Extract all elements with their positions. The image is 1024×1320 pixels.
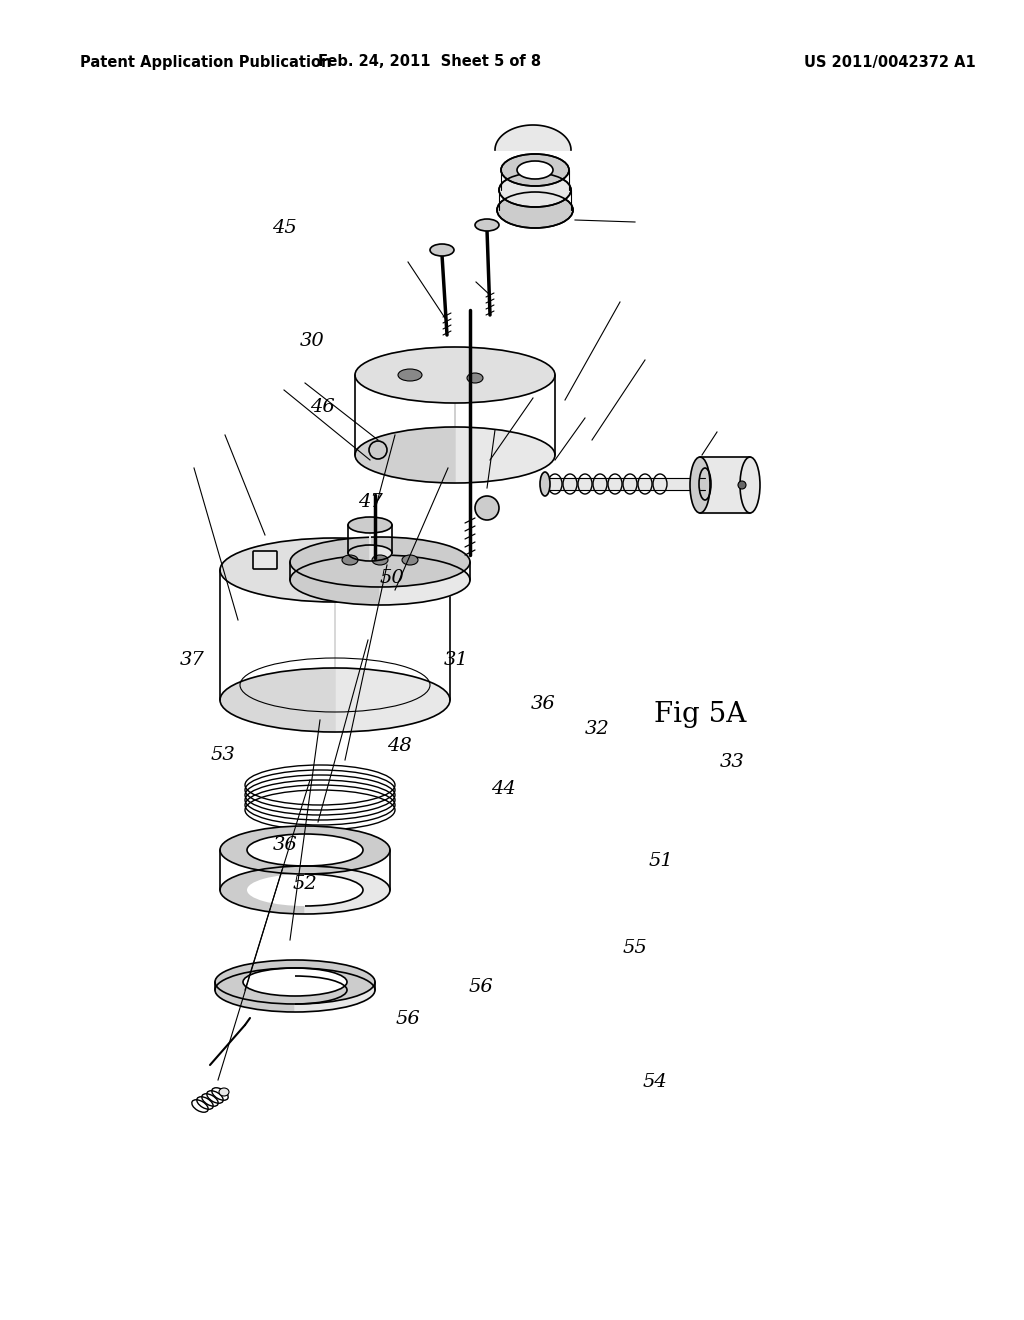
Ellipse shape bbox=[402, 554, 418, 565]
Ellipse shape bbox=[501, 154, 569, 186]
Text: 33: 33 bbox=[720, 752, 744, 771]
Ellipse shape bbox=[499, 173, 571, 207]
Ellipse shape bbox=[430, 244, 454, 256]
Polygon shape bbox=[355, 347, 455, 483]
Polygon shape bbox=[305, 826, 390, 913]
Ellipse shape bbox=[290, 554, 470, 605]
Ellipse shape bbox=[738, 480, 746, 488]
Ellipse shape bbox=[215, 968, 375, 1012]
Text: 50: 50 bbox=[380, 569, 404, 587]
Ellipse shape bbox=[220, 539, 450, 602]
Text: 51: 51 bbox=[648, 851, 673, 870]
Text: 46: 46 bbox=[310, 397, 335, 416]
Polygon shape bbox=[495, 125, 571, 150]
Text: Fig 5A: Fig 5A bbox=[653, 701, 746, 729]
Ellipse shape bbox=[243, 975, 347, 1005]
Polygon shape bbox=[370, 517, 392, 561]
Text: 44: 44 bbox=[492, 780, 516, 799]
Ellipse shape bbox=[467, 374, 483, 383]
Text: 45: 45 bbox=[272, 219, 297, 238]
Text: 55: 55 bbox=[623, 939, 647, 957]
Ellipse shape bbox=[699, 469, 711, 500]
Ellipse shape bbox=[690, 457, 710, 513]
Polygon shape bbox=[295, 960, 375, 1012]
Ellipse shape bbox=[290, 537, 470, 587]
Text: 36: 36 bbox=[530, 694, 555, 713]
Ellipse shape bbox=[740, 457, 760, 513]
Ellipse shape bbox=[355, 426, 555, 483]
Polygon shape bbox=[545, 478, 700, 490]
Ellipse shape bbox=[348, 545, 392, 561]
Ellipse shape bbox=[220, 668, 450, 733]
Text: 47: 47 bbox=[358, 492, 383, 511]
Ellipse shape bbox=[540, 473, 550, 496]
Circle shape bbox=[475, 496, 499, 520]
Ellipse shape bbox=[355, 347, 555, 403]
Circle shape bbox=[369, 441, 387, 459]
Text: 56: 56 bbox=[469, 978, 494, 997]
Text: 52: 52 bbox=[293, 875, 317, 894]
Polygon shape bbox=[335, 539, 450, 733]
Text: US 2011/0042372 A1: US 2011/0042372 A1 bbox=[804, 54, 976, 70]
Text: 31: 31 bbox=[443, 651, 468, 669]
Text: 53: 53 bbox=[211, 746, 236, 764]
Polygon shape bbox=[700, 457, 750, 513]
Ellipse shape bbox=[220, 826, 390, 874]
Text: 30: 30 bbox=[300, 331, 325, 350]
Text: 48: 48 bbox=[387, 737, 412, 755]
Text: 32: 32 bbox=[585, 719, 609, 738]
Ellipse shape bbox=[219, 1088, 229, 1096]
Ellipse shape bbox=[475, 219, 499, 231]
Text: 36: 36 bbox=[272, 836, 297, 854]
Ellipse shape bbox=[372, 554, 388, 565]
Ellipse shape bbox=[342, 554, 358, 565]
Text: 37: 37 bbox=[180, 651, 205, 669]
Polygon shape bbox=[220, 539, 335, 733]
Ellipse shape bbox=[348, 517, 392, 533]
Ellipse shape bbox=[247, 874, 362, 906]
Text: 56: 56 bbox=[395, 1010, 420, 1028]
Ellipse shape bbox=[398, 370, 422, 381]
Ellipse shape bbox=[497, 191, 573, 228]
Text: Feb. 24, 2011  Sheet 5 of 8: Feb. 24, 2011 Sheet 5 of 8 bbox=[318, 54, 542, 70]
Text: Patent Application Publication: Patent Application Publication bbox=[80, 54, 332, 70]
Polygon shape bbox=[380, 537, 470, 605]
Ellipse shape bbox=[215, 960, 375, 1005]
FancyBboxPatch shape bbox=[253, 550, 278, 569]
Ellipse shape bbox=[243, 968, 347, 997]
Polygon shape bbox=[455, 347, 555, 483]
Ellipse shape bbox=[220, 866, 390, 913]
Text: 54: 54 bbox=[643, 1073, 668, 1092]
Ellipse shape bbox=[517, 161, 553, 180]
Ellipse shape bbox=[247, 834, 362, 866]
